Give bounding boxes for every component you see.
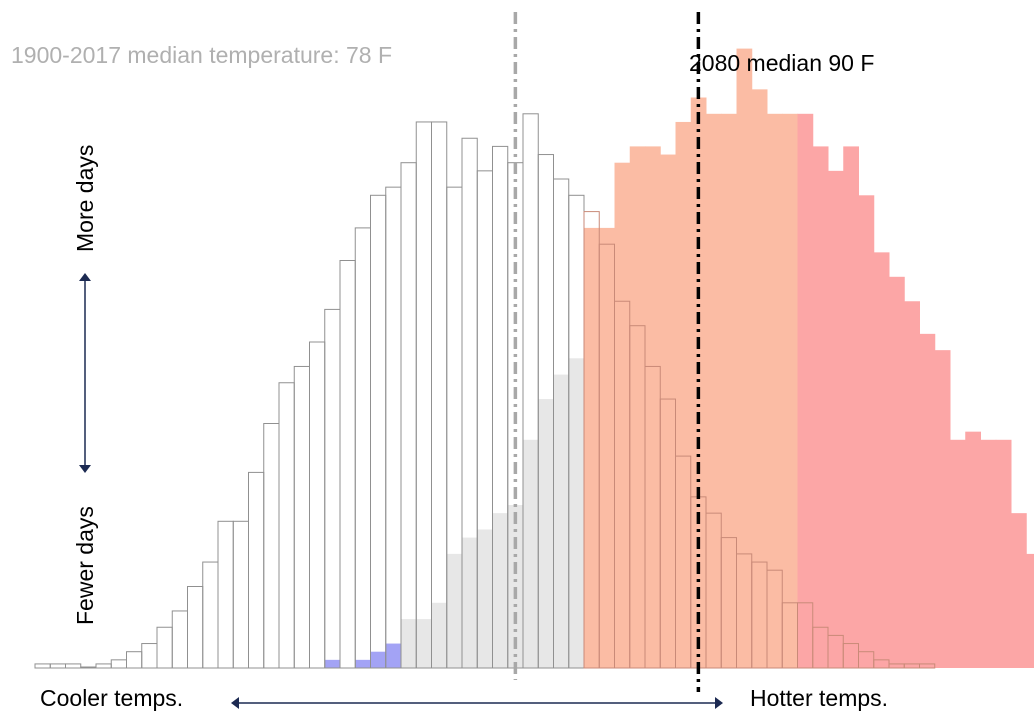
future-bar bbox=[812, 146, 829, 668]
historical-bar bbox=[187, 586, 204, 669]
historical-bar bbox=[232, 520, 249, 669]
future-bar bbox=[873, 252, 890, 668]
historical-bar bbox=[415, 121, 432, 669]
historical-bar bbox=[80, 666, 97, 669]
historical-shaded-bar bbox=[401, 619, 417, 668]
historical-bar bbox=[385, 186, 402, 669]
historical-bar bbox=[156, 626, 173, 669]
future-bar bbox=[858, 195, 875, 669]
historical-shaded-bar bbox=[370, 651, 386, 668]
future-bar bbox=[690, 97, 707, 668]
future-bar bbox=[828, 170, 844, 668]
historical-shaded-bar bbox=[553, 374, 569, 668]
hotter-temps-label: Hotter temps. bbox=[750, 685, 888, 711]
future-bar bbox=[980, 439, 997, 668]
historical-shaded-bar bbox=[523, 439, 539, 668]
historical-bar bbox=[171, 610, 188, 669]
historical-bar bbox=[65, 663, 82, 669]
future-bar bbox=[1011, 513, 1027, 668]
historical-bar bbox=[217, 520, 234, 669]
future-bar bbox=[904, 301, 920, 668]
historical-median-label: 1900-2017 median temperature: 78 F bbox=[11, 42, 392, 68]
future-bar bbox=[767, 113, 783, 669]
future-bar bbox=[889, 276, 905, 668]
future-bar bbox=[614, 162, 631, 668]
future-bar bbox=[721, 113, 737, 669]
historical-bar bbox=[919, 663, 936, 669]
future-bar bbox=[675, 121, 692, 668]
historical-shaded-bar bbox=[507, 505, 523, 668]
horizontal-arrow-head-left bbox=[231, 697, 239, 709]
historical-bar bbox=[354, 227, 371, 669]
future-bar bbox=[1026, 553, 1034, 668]
future-bar bbox=[751, 89, 768, 669]
text-layer: 1900-2017 median temperature: 78 F 2080 … bbox=[11, 42, 888, 711]
future-bar bbox=[919, 333, 936, 668]
lines-layer bbox=[513, 12, 701, 692]
future-bar bbox=[660, 154, 676, 669]
historical-bar bbox=[49, 663, 66, 669]
future-bar bbox=[736, 48, 753, 669]
future-bar bbox=[934, 350, 951, 668]
fewer-days-label: Fewer days bbox=[72, 506, 98, 625]
historical-shaded-bar bbox=[385, 643, 401, 668]
future-bar bbox=[706, 113, 722, 669]
more-days-label: More days bbox=[72, 145, 98, 252]
historical-shaded-bar bbox=[324, 659, 340, 668]
historical-bar bbox=[263, 423, 280, 669]
historical-bar bbox=[202, 561, 219, 669]
historical-bar bbox=[95, 663, 112, 669]
arrows-layer bbox=[79, 273, 723, 709]
bars-layer bbox=[34, 48, 1034, 669]
future-bar bbox=[843, 146, 859, 668]
historical-shaded-bar bbox=[462, 537, 478, 668]
historical-shaded-bar bbox=[492, 513, 508, 668]
future-bar bbox=[584, 227, 600, 668]
historical-bar bbox=[248, 471, 265, 669]
horizontal-arrow-head-right bbox=[715, 697, 723, 709]
historical-bar bbox=[278, 382, 295, 669]
historical-bar bbox=[339, 260, 356, 669]
historical-shaded-bar bbox=[568, 358, 584, 668]
historical-bar bbox=[126, 651, 143, 669]
historical-bar bbox=[431, 121, 448, 669]
historical-bar bbox=[293, 365, 310, 669]
historical-shaded-bar bbox=[446, 553, 462, 668]
historical-shaded-bar bbox=[416, 619, 432, 668]
future-bar bbox=[645, 146, 661, 668]
future-bar bbox=[782, 113, 798, 669]
historical-shaded-bar bbox=[355, 659, 371, 668]
future-median-label: 2080 median 90 F bbox=[689, 50, 874, 76]
future-bar bbox=[797, 113, 814, 669]
future-bar bbox=[995, 439, 1012, 668]
future-bar bbox=[965, 431, 981, 668]
future-bar bbox=[599, 227, 615, 668]
future-bar bbox=[950, 439, 966, 668]
historical-bar bbox=[110, 659, 127, 669]
historical-bar bbox=[34, 663, 51, 669]
future-bar bbox=[629, 146, 646, 668]
cooler-temps-label: Cooler temps. bbox=[40, 685, 183, 711]
historical-shaded-bar bbox=[477, 529, 493, 668]
historical-bar bbox=[309, 341, 326, 669]
historical-shaded-bar bbox=[431, 602, 447, 668]
historical-bar bbox=[324, 308, 341, 669]
historical-bar bbox=[370, 194, 387, 669]
vertical-arrow-head-up bbox=[79, 273, 91, 281]
historical-shaded-bar bbox=[538, 399, 554, 668]
historical-bar bbox=[141, 643, 158, 669]
historical-bar bbox=[400, 162, 417, 669]
vertical-arrow-head-down bbox=[79, 465, 91, 473]
